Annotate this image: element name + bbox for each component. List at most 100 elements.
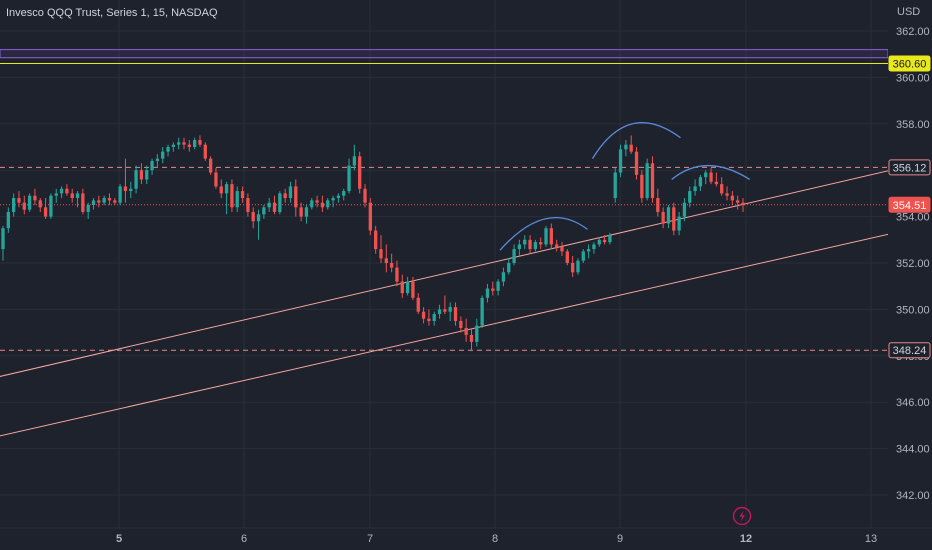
candle-body	[22, 202, 26, 210]
candle-body	[91, 200, 96, 205]
candle-body	[443, 309, 447, 312]
candle-body	[214, 172, 218, 187]
candle-body	[432, 314, 436, 321]
last-price-marker: 354.51	[888, 196, 931, 213]
candle	[576, 258, 580, 275]
candle-body	[656, 198, 660, 212]
candle-body	[75, 193, 80, 199]
candle	[97, 195, 101, 208]
candle-body	[49, 195, 53, 217]
candle	[539, 237, 543, 250]
candle-body	[336, 195, 341, 199]
price-marker-box	[888, 342, 931, 359]
candle	[320, 195, 325, 212]
candle-body	[81, 193, 85, 212]
candle	[113, 198, 117, 205]
candle-body	[736, 200, 740, 203]
candle-body	[208, 158, 213, 173]
time-tick-label: 6	[241, 533, 247, 545]
candle	[171, 142, 176, 152]
price-tick-label: 344.00	[896, 444, 930, 456]
candle	[677, 211, 681, 236]
candle	[310, 198, 314, 210]
resistance-zone	[0, 48, 889, 59]
candle	[485, 283, 490, 303]
candle	[693, 179, 697, 196]
candle-body	[720, 184, 724, 194]
candle-body	[629, 144, 633, 152]
candle	[432, 311, 436, 326]
grid-lines	[0, 0, 888, 528]
candle	[496, 279, 500, 296]
candle	[256, 209, 261, 240]
candle	[246, 193, 250, 217]
candle-body	[352, 156, 357, 166]
candle-body	[395, 267, 399, 282]
candle	[59, 186, 64, 199]
candle	[640, 170, 644, 203]
lightning-icon[interactable]	[732, 506, 752, 526]
candle-body	[453, 307, 458, 321]
price-tick-label: 346.00	[896, 397, 930, 409]
candle-body	[86, 205, 90, 212]
candle	[613, 167, 617, 203]
candle-body	[272, 202, 277, 212]
resistance-price-marker: 360.60	[888, 55, 931, 72]
candle	[358, 151, 362, 194]
candle	[368, 198, 372, 236]
candle	[198, 135, 202, 147]
candle-body	[299, 207, 303, 217]
candle	[326, 198, 330, 210]
candle	[570, 256, 575, 277]
candle-body	[203, 144, 207, 159]
candle-body	[555, 244, 559, 247]
candle	[501, 267, 506, 287]
candle-body	[288, 186, 293, 199]
candle	[624, 140, 628, 157]
candle	[560, 242, 564, 257]
price-marker-box	[888, 159, 931, 176]
candle	[555, 239, 559, 252]
candle	[528, 235, 532, 254]
candle	[33, 188, 37, 205]
candle-body	[688, 191, 692, 203]
candle	[512, 244, 516, 266]
candle	[602, 235, 607, 245]
candle-body	[235, 191, 239, 208]
candle	[235, 186, 239, 212]
candle	[411, 276, 415, 301]
candle-body	[358, 156, 362, 189]
candle-body	[592, 244, 596, 250]
candle	[533, 239, 538, 252]
candle	[581, 249, 585, 263]
time-axis-panel[interactable]	[0, 529, 932, 550]
candle	[139, 163, 144, 185]
candle	[720, 177, 724, 196]
candle	[251, 207, 255, 229]
candle-body	[33, 195, 37, 201]
candle	[283, 188, 287, 203]
candle-body	[517, 244, 522, 250]
time-tick-label: 5	[116, 533, 122, 545]
candle	[443, 295, 447, 315]
candle	[150, 158, 154, 175]
candle-body	[549, 228, 553, 245]
candle	[645, 158, 649, 201]
candle	[629, 135, 633, 154]
candle-body	[38, 200, 42, 208]
candle-body	[448, 307, 452, 312]
candle-body	[741, 202, 745, 205]
candle	[129, 181, 133, 199]
pattern-arc	[671, 164, 751, 181]
candle-body	[230, 184, 234, 208]
price-tick-label: 358.00	[896, 119, 930, 131]
price-marker-text: 356.12	[893, 162, 927, 174]
candle-body	[693, 186, 697, 192]
candle	[698, 174, 703, 192]
candle-body	[59, 188, 64, 194]
time-tick-label: 8	[492, 533, 498, 545]
candle-body	[6, 211, 10, 229]
price-axis-panel[interactable]	[888, 0, 932, 528]
candle	[618, 144, 623, 178]
